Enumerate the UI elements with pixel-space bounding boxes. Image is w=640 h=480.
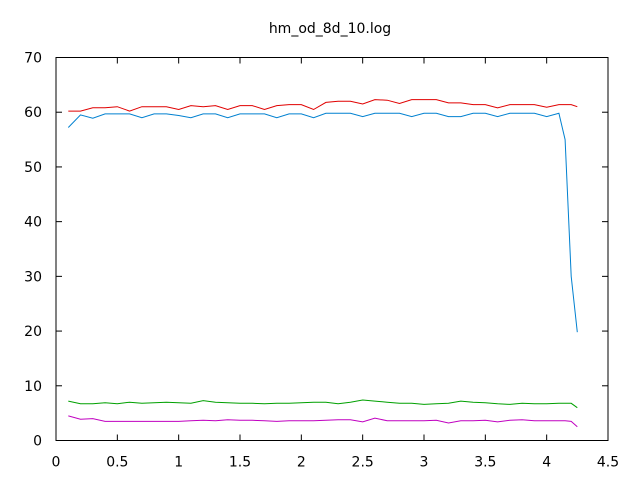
x-tick-label: 2.5 — [352, 455, 374, 471]
y-tick-label: 0 — [33, 434, 42, 450]
y-tick-label: 10 — [24, 379, 42, 395]
y-tick-label: 30 — [24, 269, 42, 285]
series-line-1 — [68, 99, 578, 112]
x-tick-label: 0.5 — [106, 455, 128, 471]
x-tick-label: 4.5 — [597, 455, 619, 471]
series-line-2 — [67, 112, 578, 333]
x-tick-label: 2 — [297, 455, 306, 471]
series-group — [67, 99, 578, 428]
x-tick-label: 1.5 — [229, 455, 251, 471]
x-tick-label: 3 — [420, 455, 429, 471]
axis-ticks: 0 0.5 1 1.5 2 2.5 3 3.5 4 4.5 0 10 20 30 40 50 60 70 — [24, 51, 619, 471]
plot-frame — [55, 57, 609, 441]
series-line-4 — [68, 415, 578, 428]
chart-title: hm_od_8d_10.log — [269, 21, 391, 37]
x-tick-label: 3.5 — [474, 455, 496, 471]
x-tick-label: 4 — [542, 455, 551, 471]
y-tick-label: 40 — [24, 215, 42, 231]
y-tick-label: 60 — [24, 105, 42, 121]
x-tick-label: 1 — [174, 455, 183, 471]
series-line-3 — [68, 399, 578, 409]
y-tick-label: 20 — [24, 324, 42, 340]
y-tick-label: 50 — [24, 160, 42, 176]
x-tick-label: 0 — [52, 455, 61, 471]
y-tick-label: 70 — [24, 51, 42, 67]
